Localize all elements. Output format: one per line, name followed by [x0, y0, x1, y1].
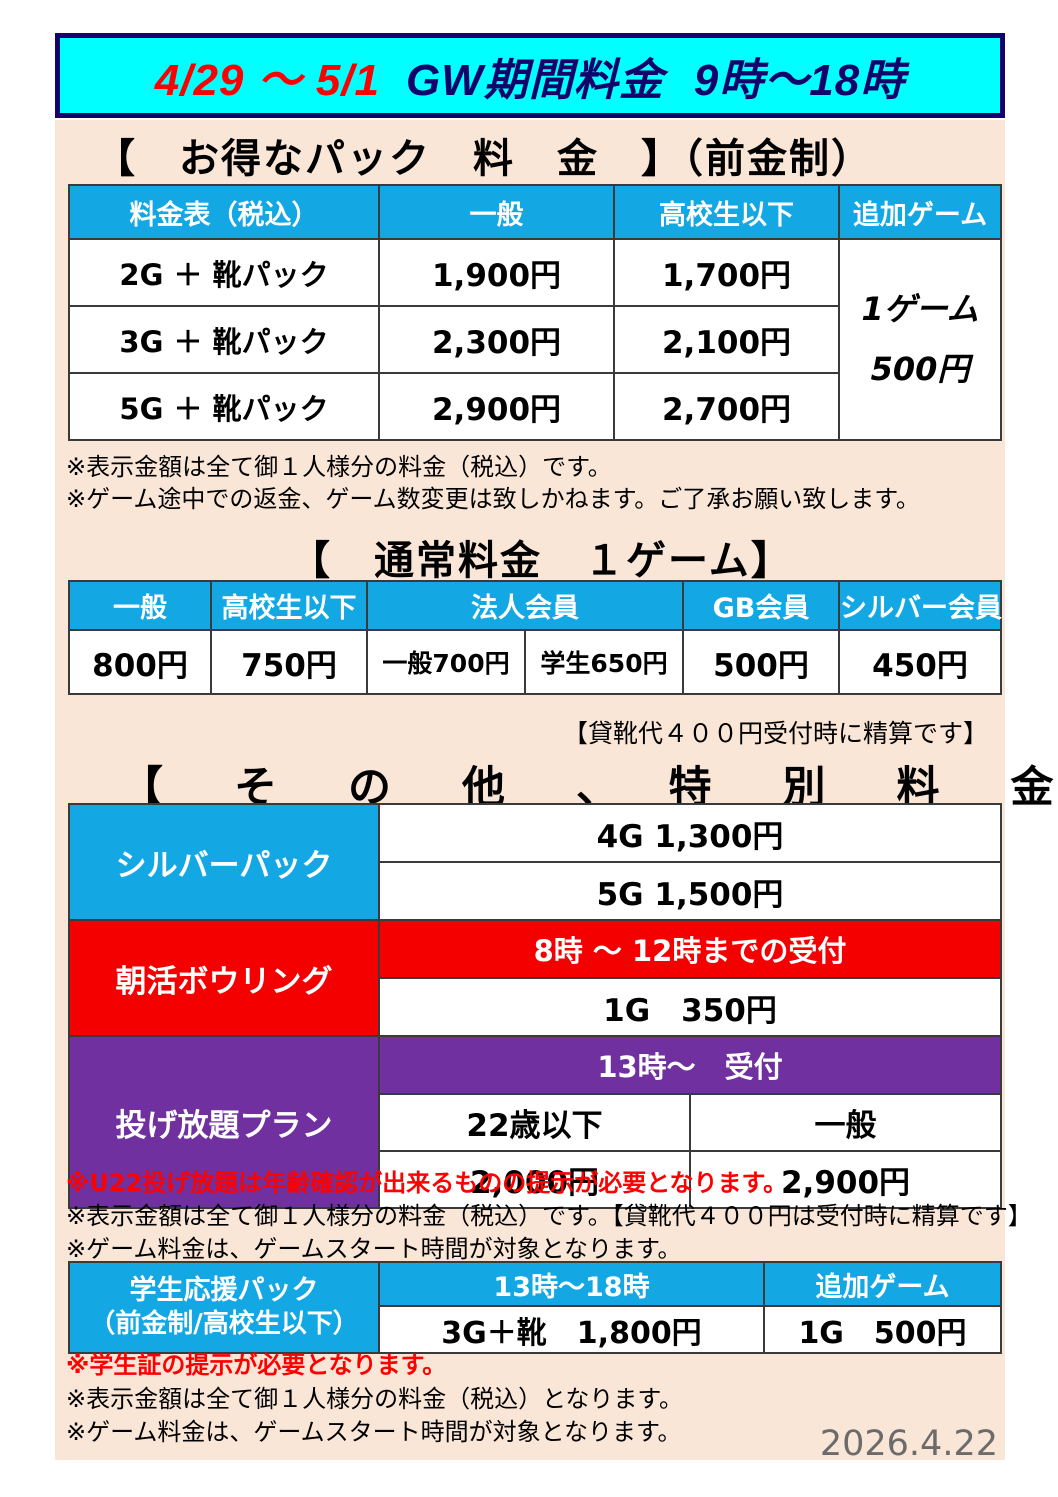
pack-row-2-student: 2,700円	[613, 372, 840, 441]
unlimited-plan-hours: 13時～ 受付	[378, 1035, 1002, 1095]
pack-col-student: 高校生以下	[613, 184, 840, 240]
table-row: 800円 750円 一般700円 学生650円 500円 450円	[68, 629, 1002, 695]
pack-row-1-general: 2,300円	[378, 305, 615, 374]
table-row: 3G ＋ 靴パック 2,300円 2,100円	[68, 305, 1001, 374]
unlimited-plan-label: 投げ放題プラン	[68, 1035, 380, 1209]
silver-pack-label: シルバーパック	[68, 803, 380, 921]
banner-date-range: 4/29 ～ 5/1	[154, 55, 381, 105]
pack-row-1-student: 2,100円	[613, 305, 840, 374]
pack-row-2-general: 2,900円	[378, 372, 615, 441]
extra-game-price: 500円	[870, 349, 970, 388]
revision-date: 2026.4.22	[819, 1424, 998, 1464]
special-note-start-time: ※ゲーム料金は、ゲームスタート時間が対象となります。	[66, 1235, 682, 1263]
student-pack-extra-price: 1G 500円	[763, 1305, 1002, 1354]
student-note-id: ※学生証の提示が必要となります。	[66, 1351, 447, 1379]
pack-note-2: ※ゲーム途中での返金、ゲーム数変更は致しかねます。ご了承お願い致します。	[66, 485, 920, 513]
student-pack-label-line2: （前金制/高校生以下）	[89, 1309, 359, 1340]
table-row: 朝活ボウリング 8時 ～ 12時までの受付	[68, 919, 1002, 1037]
student-note-start-time: ※ゲーム料金は、ゲームスタート時間が対象となります。	[66, 1418, 682, 1446]
pack-row-0-general: 1,900円	[378, 238, 615, 307]
normal-price-corporate-general: 一般700円	[366, 629, 526, 695]
unlimited-plan-general-header: 一般	[689, 1093, 1002, 1152]
normal-price-corporate-student: 学生650円	[524, 629, 684, 695]
student-pack-time-header: 13時～18時	[378, 1261, 765, 1307]
student-pack-label-line1: 学生応援パック	[129, 1275, 319, 1307]
pack-col-general: 一般	[378, 184, 615, 240]
pack-note-1: ※表示金額は全て御１人様分の料金（税込）です。	[66, 453, 612, 481]
student-pack-label: 学生応援パック （前金制/高校生以下）	[68, 1261, 380, 1354]
title-banner: 4/29 ～ 5/1 GW期間料金 9時～18時	[55, 33, 1005, 118]
normal-price-gb: 500円	[682, 629, 840, 695]
normal-col-silver: シルバー会員	[838, 580, 1002, 631]
pack-row-0-name: 2G ＋ 靴パック	[68, 238, 380, 307]
table-row: シルバーパック 4G 1,300円	[68, 803, 1002, 921]
pack-col-name: 料金表（税込）	[68, 184, 380, 240]
normal-section-heading: 【 通常料金 １ゲーム】	[290, 538, 793, 584]
table-row: 1G 350円	[69, 977, 1002, 1037]
unlimited-plan-u22-header: 22歳以下	[378, 1093, 691, 1152]
morning-bowling-price: 1G 350円	[378, 977, 1002, 1037]
table-row: 2G ＋ 靴パック 1,900円 1,700円 1ゲーム 500円	[68, 238, 1002, 441]
morning-bowling-label: 朝活ボウリング	[68, 919, 380, 1037]
normal-price-general: 800円	[68, 629, 212, 695]
pack-col-extra: 追加ゲーム	[838, 184, 1002, 240]
silver-pack-price-5g: 5G 1,500円	[378, 861, 1002, 921]
special-price-table: シルバーパック 4G 1,300円 5G 1,500円 朝活ボウリング 8時 ～…	[68, 803, 1002, 1209]
silver-pack-price-4g: 4G 1,300円	[378, 803, 1002, 863]
normal-price-highschool: 750円	[210, 629, 368, 695]
special-note-u22: ※U22投げ放題は年齢確認が出来るものの提示が必要となります。	[66, 1169, 788, 1197]
morning-bowling-hours: 8時 ～ 12時までの受付	[378, 919, 1002, 979]
table-row: 5G 1,500円	[69, 861, 1002, 921]
normal-col-corporate: 法人会員	[366, 580, 684, 631]
pack-price-table: 料金表（税込） 一般 高校生以下 追加ゲーム 2G ＋ 靴パック 1,900円 …	[68, 184, 1002, 441]
table-header-row: 一般 高校生以下 法人会員 GB会員 シルバー会員	[68, 580, 1002, 631]
extra-game-count: 1ゲーム	[861, 290, 979, 329]
pack-row-0-student: 1,700円	[613, 238, 840, 307]
table-row: 5G ＋ 靴パック 2,900円 2,700円	[68, 372, 1001, 441]
table-row: 22歳以下 一般	[69, 1093, 1002, 1152]
pack-row-2-name: 5G ＋ 靴パック	[68, 372, 380, 441]
normal-col-highschool: 高校生以下	[210, 580, 368, 631]
table-row: 投げ放題プラン 13時～ 受付	[68, 1035, 1002, 1209]
student-note-tax: ※表示金額は全て御１人様分の料金（税込）となります。	[66, 1385, 683, 1413]
normal-col-gb: GB会員	[682, 580, 840, 631]
unlimited-plan-general-price: 2,900円	[689, 1150, 1002, 1209]
pack-row-1-name: 3G ＋ 靴パック	[68, 305, 380, 374]
pack-section-heading: 【 お得なパック 料 金 】（前金制）	[95, 136, 873, 182]
table-row: 2,000円 2,900円	[69, 1150, 1002, 1209]
normal-price-silver: 450円	[838, 629, 1002, 695]
student-pack-table: 学生応援パック （前金制/高校生以下） 13時～18時 追加ゲーム 3G＋靴 1…	[68, 1261, 1002, 1354]
student-pack-time-price: 3G＋靴 1,800円	[378, 1305, 765, 1354]
table-header-row: 料金表（税込） 一般 高校生以下 追加ゲーム	[68, 184, 1002, 240]
student-pack-extra-header: 追加ゲーム	[763, 1261, 1002, 1307]
banner-time-range: 9時～18時	[693, 55, 906, 105]
shoe-rental-note: 【貸靴代４００円受付時に精算です】	[562, 719, 988, 748]
banner-main-title: GW期間料金	[406, 55, 664, 105]
table-row: 3G＋靴 1,800円 1G 500円	[69, 1305, 1002, 1354]
pack-extra-game-cell: 1ゲーム 500円	[838, 238, 1002, 441]
unlimited-plan-u22-price: 2,000円	[378, 1150, 691, 1209]
normal-col-general: 一般	[68, 580, 212, 631]
special-note-tax: ※表示金額は全て御１人様分の料金（税込）です。【貸靴代４００円は受付時に精算です…	[66, 1202, 1032, 1230]
table-header-row: 学生応援パック （前金制/高校生以下） 13時～18時 追加ゲーム	[68, 1261, 1002, 1354]
normal-price-table: 一般 高校生以下 法人会員 GB会員 シルバー会員 800円 750円 一般70…	[68, 580, 1002, 695]
